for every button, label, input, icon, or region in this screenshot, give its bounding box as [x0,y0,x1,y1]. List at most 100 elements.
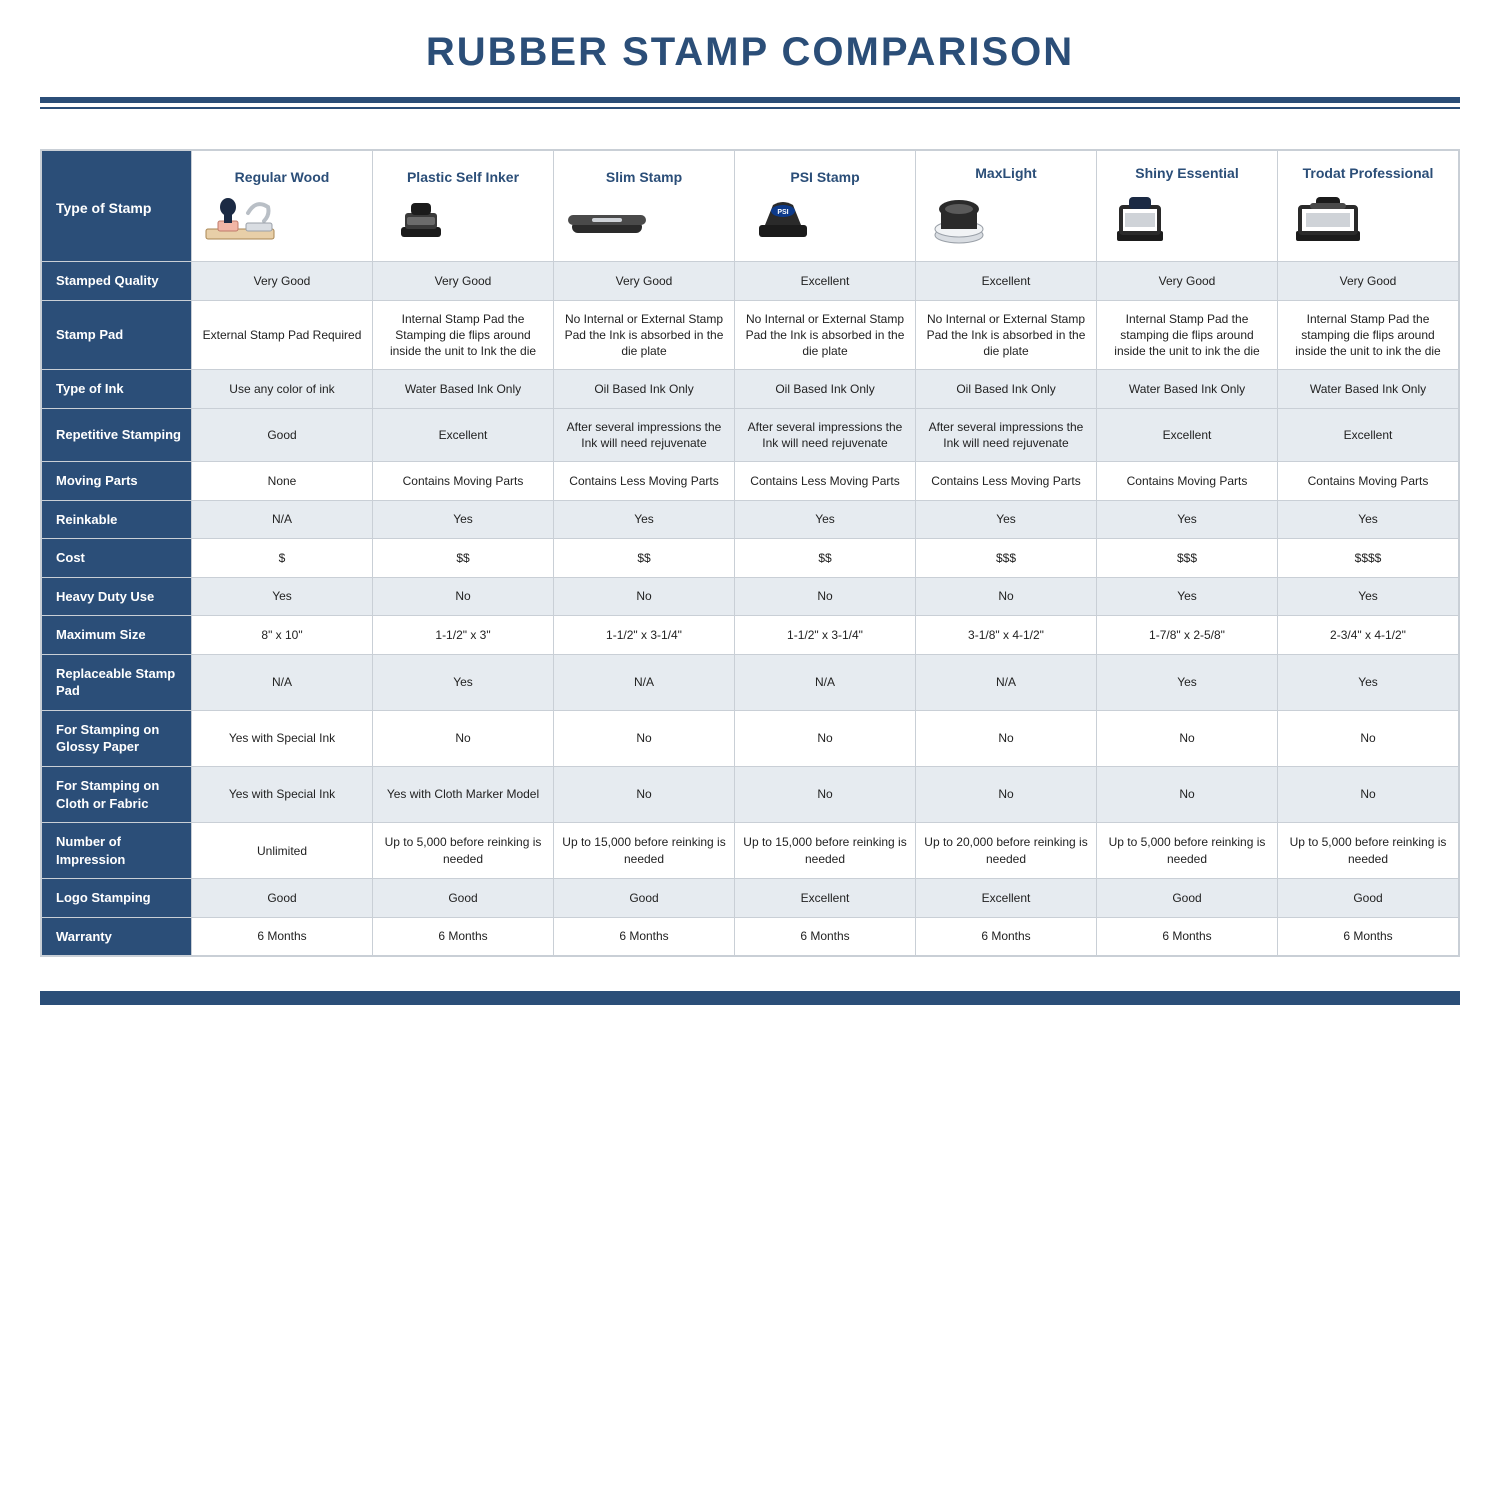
table-row: ReinkableN/AYesYesYesYesYesYes [42,500,1459,539]
svg-text:PSI: PSI [777,209,788,216]
title-rule-thick [40,97,1460,103]
cell: Very Good [1097,262,1278,301]
row-label: Cost [42,539,192,578]
cell: 1-1/2" x 3-1/4" [735,616,916,655]
cell: Internal Stamp Pad the Stamping die flip… [373,300,554,370]
cell: Contains Moving Parts [1278,462,1459,501]
cell: 6 Months [192,917,373,956]
cell: $$$$ [1278,539,1459,578]
cell: None [192,462,373,501]
table-row: Cost$$$$$$$$$$$$$$$$$ [42,539,1459,578]
cell: No [554,766,735,822]
cell: Good [1097,879,1278,918]
cell: After several impressions the Ink will n… [916,408,1097,461]
cell: Excellent [916,879,1097,918]
cell: Yes [554,500,735,539]
frame-stamp-wide-icon [1286,191,1450,247]
cell: Excellent [1278,408,1459,461]
cell: No [735,710,916,766]
cell: After several impressions the Ink will n… [554,408,735,461]
slim-stamp-icon [562,195,726,243]
cell: Excellent [916,262,1097,301]
cell: Contains Moving Parts [373,462,554,501]
cell: N/A [554,654,735,710]
table-row: Warranty6 Months6 Months6 Months6 Months… [42,917,1459,956]
cell: 1-7/8" x 2-5/8" [1097,616,1278,655]
col-header: Trodat Professional [1278,151,1459,262]
cell: $$$ [1097,539,1278,578]
col-header-label: Trodat Professional [1303,165,1434,181]
cell: Up to 5,000 before reinking is needed [1278,823,1459,879]
col-header: MaxLight [916,151,1097,262]
cell: No [916,710,1097,766]
row-label: Reinkable [42,500,192,539]
cell: No Internal or External Stamp Pad the In… [916,300,1097,370]
cell: 2-3/4" x 4-1/2" [1278,616,1459,655]
cell: No [916,577,1097,616]
table-row: For Stamping on Glossy PaperYes with Spe… [42,710,1459,766]
cell: $$ [735,539,916,578]
cell: Up to 5,000 before reinking is needed [373,823,554,879]
cell: Yes [1278,577,1459,616]
row-label: For Stamping on Cloth or Fabric [42,766,192,822]
col-header: PSI Stamp PSI [735,151,916,262]
col-header: Plastic Self Inker [373,151,554,262]
cell: Contains Less Moving Parts [735,462,916,501]
cell: Yes [373,500,554,539]
cell: 6 Months [1278,917,1459,956]
cell: Very Good [554,262,735,301]
cell: $ [192,539,373,578]
cell: N/A [192,500,373,539]
cell: $$$ [916,539,1097,578]
cell: Good [1278,879,1459,918]
cell: Water Based Ink Only [1278,370,1459,409]
table-row: For Stamping on Cloth or FabricYes with … [42,766,1459,822]
corner-label: Type of Stamp [56,200,151,216]
cell: Yes [1278,500,1459,539]
cell: Up to 20,000 before reinking is needed [916,823,1097,879]
cell: No [1097,710,1278,766]
cell: Oil Based Ink Only [735,370,916,409]
comparison-table-wrap: Type of Stamp Regular Wood Plastic Self … [40,149,1460,957]
cell: Water Based Ink Only [373,370,554,409]
cell: Up to 5,000 before reinking is needed [1097,823,1278,879]
cell: External Stamp Pad Required [192,300,373,370]
cell: No [735,577,916,616]
row-label: Heavy Duty Use [42,577,192,616]
page: RUBBER STAMP COMPARISON Type of Stamp Re… [0,0,1500,1500]
table-row: Maximum Size8" x 10"1-1/2" x 3"1-1/2" x … [42,616,1459,655]
cell: Yes with Cloth Marker Model [373,766,554,822]
cell: Yes [1278,654,1459,710]
cell: N/A [192,654,373,710]
cell: 6 Months [554,917,735,956]
cell: Yes [1097,500,1278,539]
comparison-table: Type of Stamp Regular Wood Plastic Self … [41,150,1459,956]
col-header-label: MaxLight [975,165,1036,181]
cell: 6 Months [735,917,916,956]
cell: Yes with Special Ink [192,766,373,822]
row-label: Type of Ink [42,370,192,409]
page-title: RUBBER STAMP COMPARISON [40,0,1460,97]
self-inker-icon [381,195,545,243]
table-row: Logo StampingGoodGoodGoodExcellentExcell… [42,879,1459,918]
cell: Good [373,879,554,918]
row-label: Replaceable Stamp Pad [42,654,192,710]
table-header-row: Type of Stamp Regular Wood Plastic Self … [42,151,1459,262]
cell: Yes [1097,654,1278,710]
cell: 1-1/2" x 3" [373,616,554,655]
cell: No [373,710,554,766]
cell: Up to 15,000 before reinking is needed [735,823,916,879]
cell: Yes [1097,577,1278,616]
col-header: Shiny Essential [1097,151,1278,262]
table-row: Replaceable Stamp PadN/AYesN/AN/AN/AYesY… [42,654,1459,710]
cell: Oil Based Ink Only [916,370,1097,409]
row-label: Stamp Pad [42,300,192,370]
col-header-label: Slim Stamp [606,169,682,185]
cell: Very Good [373,262,554,301]
row-label: Logo Stamping [42,879,192,918]
row-label: Number of Impression [42,823,192,879]
cell: Yes with Special Ink [192,710,373,766]
cell: No [554,577,735,616]
cell: No [916,766,1097,822]
table-row: Stamped QualityVery GoodVery GoodVery Go… [42,262,1459,301]
